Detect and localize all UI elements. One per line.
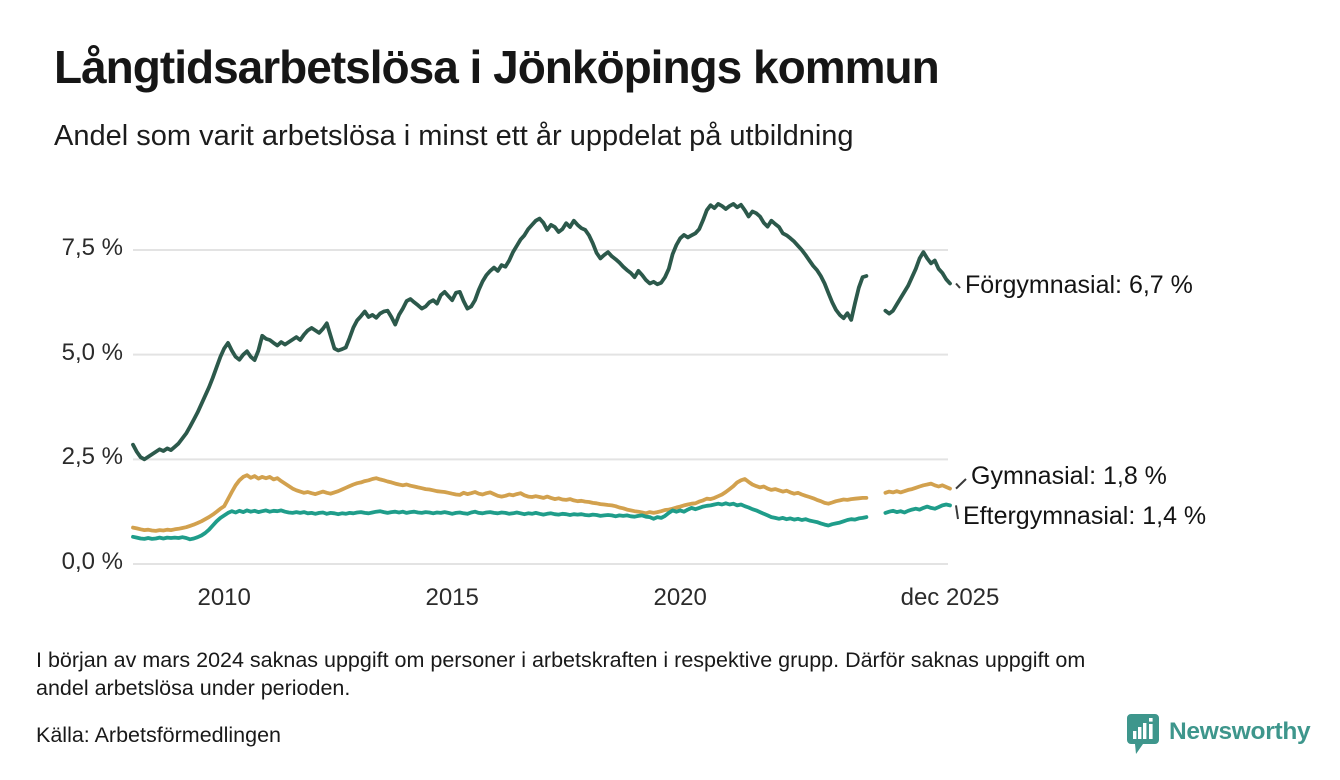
newsworthy-logo-icon [1127, 714, 1159, 754]
series-label-eftergymnasial: Eftergymnasial: 1,4 % [963, 502, 1207, 530]
y-tick-label: 0,0 % [61, 548, 123, 575]
newsworthy-branding: Newsworthy [1126, 712, 1311, 758]
x-tick-label: 2010 [197, 584, 251, 611]
series-label-förgymnasial: Förgymnasial: 6,7 % [965, 271, 1193, 299]
newsworthy-wordmark: Newsworthy [1169, 718, 1311, 745]
series-line-förgymnasial [131, 201, 869, 462]
chart-title: Långtidsarbetslösa i Jönköpings kommun [54, 41, 940, 93]
x-tick-label: 2015 [425, 584, 479, 611]
series-line-eftergymnasial [131, 501, 869, 542]
footnote-line-2: andel arbetslösa under perioden. [36, 676, 351, 700]
series-label-gymnasial: Gymnasial: 1,8 % [971, 462, 1167, 490]
footnote-line-1: I början av mars 2024 saknas uppgift om … [36, 648, 1086, 672]
label-leader-line [955, 505, 959, 520]
label-leader-line [955, 282, 961, 289]
series-line-förgymnasial [883, 250, 952, 316]
chart-subtitle: Andel som varit arbetslösa i minst ett å… [54, 120, 854, 152]
y-tick-label: 7,5 % [61, 233, 123, 261]
series-line-eftergymnasial [883, 502, 952, 515]
series-line-gymnasial [131, 473, 869, 533]
y-tick-label: 2,5 % [61, 443, 123, 471]
x-tick-label: 2020 [653, 584, 707, 611]
series-line-gymnasial [883, 481, 952, 495]
source-note: Källa: Arbetsförmedlingen [36, 723, 282, 747]
x-tick-label: dec 2025 [900, 584, 1000, 611]
label-leader-line [955, 478, 967, 490]
y-tick-label: 5,0 % [61, 338, 123, 366]
